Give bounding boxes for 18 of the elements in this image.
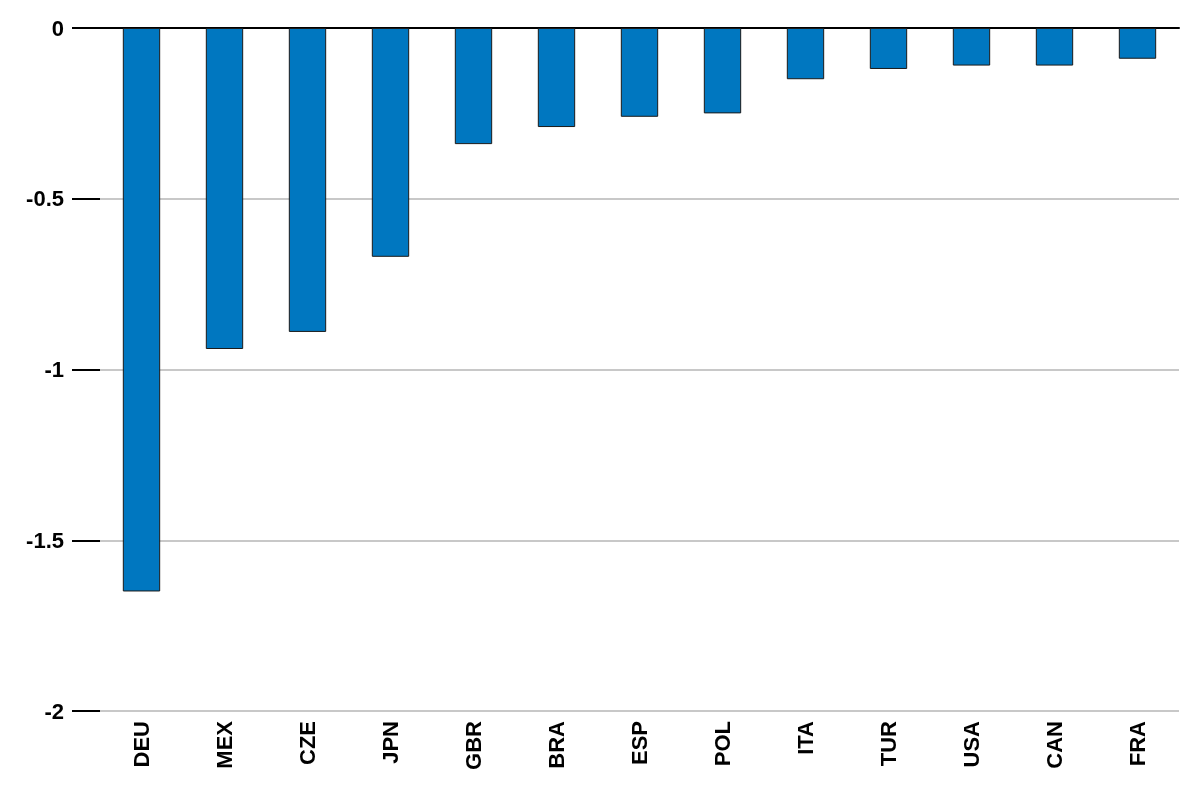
y-tick-label: -1 <box>44 357 64 382</box>
y-tick-label: -1.5 <box>26 527 64 553</box>
x-tick-label: TUR <box>876 720 901 767</box>
x-tick-label: JPN <box>378 721 403 764</box>
x-tick-label: BRA <box>544 720 569 769</box>
y-tick-label: 0 <box>51 15 64 41</box>
x-tick-label: CZE <box>295 721 320 765</box>
x-tick-label: ITA <box>793 720 818 755</box>
x-tick-label: DEU <box>129 721 154 768</box>
x-tick-label: FRA <box>1125 720 1150 767</box>
x-tick-label: CAN <box>1042 721 1067 769</box>
x-tick-label: USA <box>959 720 984 768</box>
x-tick-label: ESP <box>627 721 652 766</box>
y-tick-label: -2 <box>44 698 64 724</box>
x-tick-label: GBR <box>461 720 486 770</box>
x-tick-label: POL <box>710 721 735 767</box>
x-tick-label: MEX <box>212 720 237 769</box>
y-tick-label: -0.5 <box>26 186 64 212</box>
